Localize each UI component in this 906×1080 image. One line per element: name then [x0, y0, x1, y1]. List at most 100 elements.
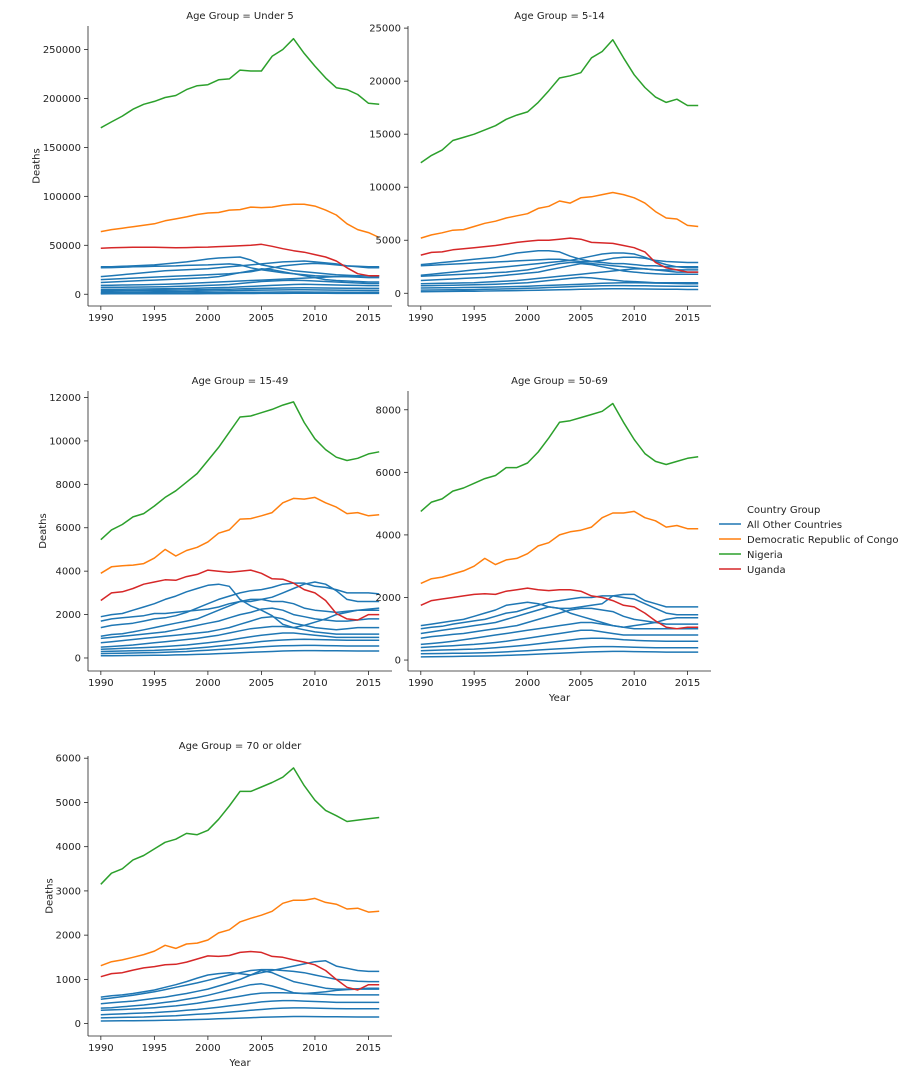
series-line-all-other-countries-3	[420, 606, 699, 635]
y-tick-label: 5000	[376, 236, 401, 247]
x-tick-label: 2015	[356, 313, 381, 324]
y-tick-label: 8000	[376, 405, 401, 416]
y-tick-label: 4000	[376, 530, 401, 541]
series-line-democratic-republic-of-congo	[100, 897, 380, 967]
y-tick-label: 10000	[369, 183, 401, 194]
legend-label: Uganda	[747, 565, 786, 576]
series-line-all-other-countries-6	[420, 268, 699, 285]
x-tick-label: 1995	[142, 1043, 167, 1054]
x-tick-label: 2000	[515, 678, 540, 689]
panel-title: Age Group = 15-49	[192, 376, 289, 387]
x-tick-label: 2005	[568, 313, 593, 324]
series-line-all-other-countries-9	[100, 287, 380, 292]
y-tick-label: 6000	[56, 754, 81, 765]
series-line-all-other-countries-7	[100, 279, 380, 289]
series-line-all-other-countries-4	[100, 983, 380, 1009]
panel-title: Age Group = 50-69	[511, 376, 608, 387]
y-tick-label: 2000	[56, 931, 81, 942]
panel-2: Age Group = 5-14 1990 1995 2000 2005 2010 2015…	[369, 11, 711, 324]
series-line-all-other-countries-9	[420, 650, 699, 658]
x-tick-label: 2015	[675, 678, 700, 689]
panel-4: Age Group = 50-69 1990 1995 2000 2005 2010 201…	[376, 376, 711, 704]
series-line-uganda	[100, 243, 380, 277]
legend-entry-uganda: Uganda	[719, 565, 786, 576]
y-tick-label: 12000	[49, 393, 81, 404]
x-tick-label: 2010	[621, 313, 646, 324]
y-tick-label: 2000	[56, 610, 81, 621]
series-line-all-other-countries-6	[420, 629, 699, 649]
series-line-all-other-countries-10	[100, 289, 380, 294]
series-line-all-other-countries-2	[420, 595, 699, 630]
series-line-all-other-countries-5	[100, 991, 380, 1012]
series-line-all-other-countries-6	[100, 999, 380, 1016]
series-line-all-other-countries-1	[420, 250, 699, 268]
series-line-democratic-republic-of-congo	[100, 203, 380, 239]
legend-label: Nigeria	[747, 550, 783, 561]
series-line-all-other-countries-3	[100, 260, 380, 278]
x-tick-label: 2015	[675, 313, 700, 324]
series-line-nigeria	[420, 39, 699, 164]
series-line-all-other-countries-11	[100, 649, 380, 657]
x-axis-label: Year	[548, 693, 571, 704]
series-line-all-other-countries-8	[420, 645, 699, 655]
series-line-all-other-countries-7	[100, 625, 380, 648]
series-line-all-other-countries-5	[100, 607, 380, 640]
y-tick-label: 3000	[56, 886, 81, 897]
x-tick-label: 1990	[88, 678, 113, 689]
series-line-all-other-countries-4	[420, 607, 699, 639]
y-tick-label: 10000	[49, 436, 81, 447]
x-tick-label: 2000	[195, 678, 220, 689]
y-tick-label: 2000	[376, 593, 401, 604]
panel-title: Age Group = 5-14	[514, 11, 604, 22]
x-tick-label: 2005	[249, 678, 274, 689]
series-line-all-other-countries-4	[100, 598, 380, 638]
y-tick-label: 0	[75, 290, 81, 301]
y-tick-label: 0	[75, 1019, 81, 1030]
y-tick-label: 15000	[369, 130, 401, 141]
legend-entry-all-other-countries: All Other Countries	[719, 520, 842, 531]
series-line-all-other-countries-8	[100, 1015, 380, 1022]
series-line-all-other-countries-1	[100, 960, 380, 998]
x-axis-label: Year	[228, 1058, 251, 1069]
y-axis-label: Deaths	[44, 878, 55, 913]
series-line-democratic-republic-of-congo	[100, 496, 380, 574]
series-line-democratic-republic-of-congo	[420, 191, 699, 239]
series-line-all-other-countries-1	[100, 256, 380, 278]
y-tick-label: 0	[75, 653, 81, 664]
series-line-nigeria	[100, 37, 380, 129]
y-tick-label: 4000	[56, 842, 81, 853]
series-line-all-other-countries-7	[420, 637, 699, 652]
series-line-uganda	[420, 587, 699, 630]
panel-title: Age Group = 70 or older	[179, 741, 302, 752]
y-tick-label: 8000	[56, 480, 81, 491]
series-line-uganda	[420, 237, 699, 273]
y-tick-label: 6000	[56, 523, 81, 534]
series-line-all-other-countries-8	[100, 283, 380, 291]
y-tick-label: 50000	[49, 241, 81, 252]
x-tick-label: 2015	[356, 678, 381, 689]
x-tick-label: 2000	[195, 313, 220, 324]
series-line-all-other-countries-5	[100, 268, 380, 284]
y-tick-label: 5000	[56, 798, 81, 809]
legend: Country Group All Other Countries Democr…	[719, 505, 898, 576]
x-tick-label: 1990	[88, 1043, 113, 1054]
legend-entry-drc: Democratic Republic of Congo	[719, 535, 898, 546]
panel-5: Age Group = 70 or older 1990 1995 2000 2005 2…	[44, 741, 392, 1069]
x-tick-label: 2010	[302, 313, 327, 324]
series-line-nigeria	[100, 767, 380, 885]
x-tick-label: 2000	[195, 1043, 220, 1054]
y-axis-label: Deaths	[32, 148, 43, 183]
y-tick-label: 25000	[369, 24, 401, 35]
x-tick-label: 1990	[88, 313, 113, 324]
x-tick-label: 2005	[568, 678, 593, 689]
series-line-all-other-countries-9	[100, 638, 380, 653]
series-line-all-other-countries-6	[100, 615, 380, 644]
x-tick-label: 2010	[302, 1043, 327, 1054]
y-tick-label: 1000	[56, 975, 81, 986]
legend-label: All Other Countries	[747, 520, 842, 531]
x-tick-label: 1990	[408, 678, 433, 689]
legend-label: Democratic Republic of Congo	[747, 535, 898, 546]
series-line-all-other-countries-6	[100, 274, 380, 287]
x-tick-label: 2005	[249, 1043, 274, 1054]
